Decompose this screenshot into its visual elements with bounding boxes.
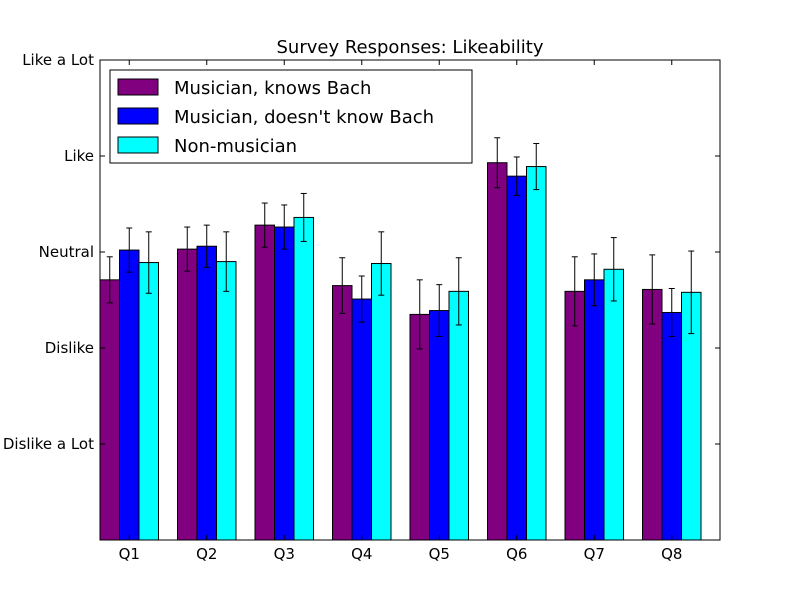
bar <box>506 175 527 541</box>
x-tick-label: Q5 <box>429 545 450 563</box>
bar <box>138 262 159 541</box>
bar <box>177 248 198 541</box>
bar <box>564 290 585 541</box>
legend-box <box>109 69 473 164</box>
bar <box>448 290 469 541</box>
bar <box>351 298 372 541</box>
legend-label: Non-musician <box>174 136 297 157</box>
x-tick-label: Q2 <box>196 545 217 563</box>
bar <box>526 166 547 541</box>
bar <box>642 288 663 541</box>
x-tick-label: Q1 <box>119 545 140 563</box>
bar <box>584 279 605 541</box>
bar <box>487 162 508 541</box>
bar <box>603 268 624 541</box>
chart-title: Survey Responses: Likeability <box>276 37 543 58</box>
x-tick-label: Q7 <box>584 545 605 563</box>
bar <box>371 263 392 541</box>
bar <box>274 226 295 541</box>
bar <box>293 216 314 541</box>
bar <box>99 279 120 541</box>
legend-label: Musician, doesn't know Bach <box>174 107 434 128</box>
legend-swatch <box>117 78 159 96</box>
y-tick-label: Neutral <box>39 243 94 261</box>
bar <box>196 245 217 541</box>
x-tick-label: Q3 <box>274 545 295 563</box>
legend-swatch <box>117 136 159 154</box>
x-tick-label: Q8 <box>661 545 682 563</box>
legend: Musician, knows Bach Musician, doesn't kn… <box>109 69 473 164</box>
error-bars-layer <box>106 137 695 350</box>
x-tick-label: Q4 <box>351 545 372 563</box>
y-tick-label: Dislike a Lot <box>3 435 94 453</box>
axis-ticks-layer: Q1 Q2 Q3 Q4 Q5 Q6 Q7 Q8 Dislike a Lot Dislike Neut… <box>3 51 720 563</box>
legend-label: Musician, knows Bach <box>174 78 371 99</box>
bar <box>216 261 237 541</box>
bar <box>254 224 275 541</box>
x-tick-label: Q6 <box>506 545 527 563</box>
y-tick-label: Like a Lot <box>22 51 94 69</box>
bar <box>119 249 140 541</box>
bars-layer <box>99 162 702 541</box>
y-tick-label: Dislike <box>45 339 94 357</box>
bar <box>332 285 353 541</box>
plot-frame <box>99 59 721 541</box>
legend-swatch <box>117 107 159 125</box>
y-tick-label: Like <box>64 147 94 165</box>
bar <box>661 311 682 541</box>
bar <box>429 310 450 541</box>
